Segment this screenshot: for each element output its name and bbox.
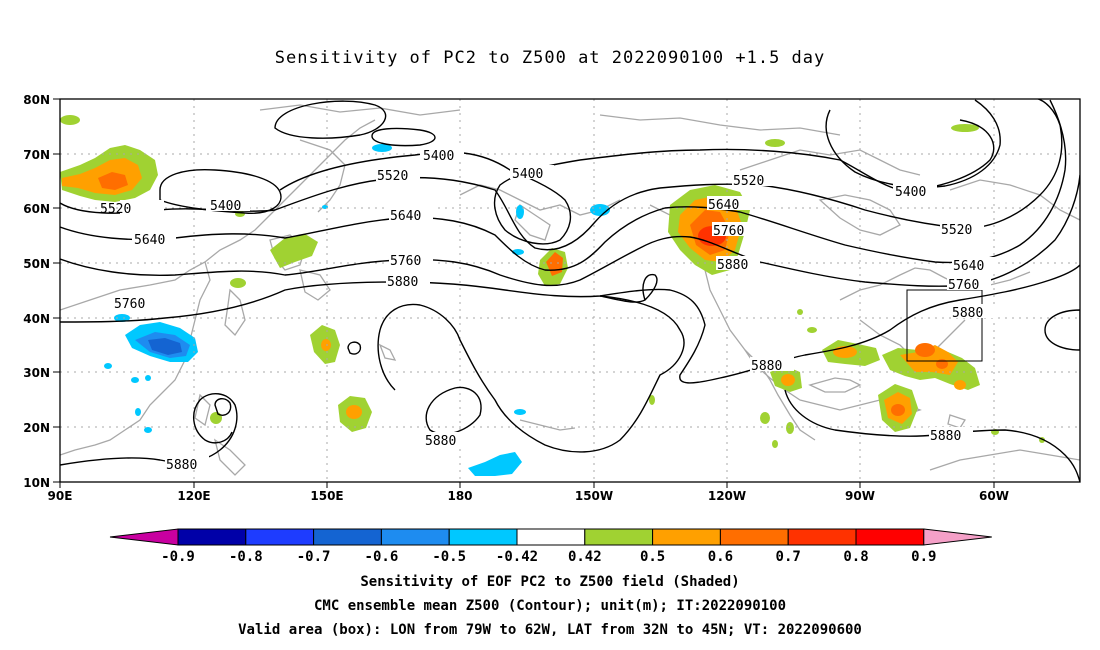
contour-label-5880-e: 5880 (952, 306, 983, 321)
axis-ticks (53, 98, 995, 488)
contour-label-5400-e: 5400 (895, 185, 926, 200)
valid-area-box (906, 289, 983, 362)
lon-label-90e: 90E (48, 489, 73, 503)
colorbar-arrow-right (923, 528, 992, 546)
footer-line-2: CMC ensemble mean Z500 (Contour); unit(m… (313, 598, 786, 614)
footer-line-3: Valid area (box): LON from 79W to 62W, L… (238, 622, 862, 638)
lat-label-40n: 40N (23, 312, 50, 326)
contour-label-5760-e: 5760 (948, 278, 979, 293)
contour-label-5880-carib: 5880 (930, 429, 961, 444)
lon-label-150e: 150E (310, 489, 343, 503)
lon-axis-labels: 90E 120E 150E 180 150W 120W 90W 60W (48, 489, 1009, 503)
contour-5880-main (60, 264, 1080, 384)
map-frame (59, 98, 1081, 483)
contour-5880-sw (60, 393, 238, 466)
colorbar-tick-label: -0.7 (297, 549, 331, 565)
contour-5520 (60, 99, 1063, 251)
contour-label-5760-w: 5760 (114, 297, 145, 312)
contour-label-5880-c: 5880 (387, 275, 418, 290)
colorbar: -0.9 -0.8 -0.7 -0.6 -0.5 -0.42 0.42 0.5 0.6 0.7 0.… (109, 528, 992, 565)
contour-label-5520-c: 5520 (377, 169, 408, 184)
contour-label-5400-nw: 5400 (423, 149, 454, 164)
lon-label-120e: 120E (177, 489, 210, 503)
colorbar-box (516, 528, 586, 546)
colorbar-tick-label: 0.9 (911, 549, 936, 565)
z500-contours (60, 99, 1080, 482)
contour-5880-closed-sw (214, 398, 232, 416)
contour-label-5880-pac: 5880 (425, 434, 456, 449)
contour-5400-east (825, 99, 1001, 189)
lat-axis-labels: 80N 70N 60N 50N 40N 30N 20N 10N (23, 93, 50, 490)
contour-label-5520-rockies: 5520 (733, 174, 764, 189)
lat-label-80n: 80N (23, 93, 50, 107)
lon-label-60w: 60W (979, 489, 1009, 503)
contour-labels: 5400 5400 5400 5400 5520 5520 5520 5520 … (100, 147, 996, 473)
colorbar-arrow-left (109, 528, 179, 546)
contour-label-5640-rockies: 5640 (708, 198, 739, 213)
contour-label-5640-w: 5640 (134, 233, 165, 248)
lat-label-20n: 20N (23, 421, 50, 435)
colorbar-tick-label: -0.5 (432, 549, 466, 565)
colorbar-box (448, 528, 518, 546)
colorbar-tick-label: -0.6 (365, 549, 399, 565)
colorbar-box (245, 528, 315, 546)
colorbar-box (313, 528, 382, 546)
lat-label-10n: 10N (23, 476, 50, 490)
contour-5880-trough (599, 273, 658, 303)
colorbar-tick-label: 0.42 (568, 549, 602, 565)
contour-label-5880-gulf: 5880 (751, 359, 782, 374)
lon-label-90w: 90W (845, 489, 875, 503)
colorbar-box (787, 528, 857, 546)
colorbar-box (584, 528, 654, 546)
contour-label-5640-e: 5640 (953, 259, 984, 274)
colorbar-tick-label: 0.8 (843, 549, 868, 565)
contour-5400-closed-small (371, 127, 436, 147)
colorbar-tick-label: -0.8 (229, 549, 263, 565)
lat-label-50n: 50N (23, 257, 50, 271)
contour-label-5760-rockies: 5760 (713, 224, 744, 239)
colorbar-tick-label: 0.6 (708, 549, 733, 565)
colorbar-box (719, 528, 789, 546)
contour-label-5400-c: 5400 (512, 167, 543, 182)
contour-5880-central (377, 295, 685, 453)
lon-label-180: 180 (447, 489, 472, 503)
contour-label-5760-c: 5760 (390, 254, 421, 269)
colorbar-tick-label: -0.9 (161, 549, 195, 565)
map-title: Sensitivity of PC2 to Z500 at 2022090100… (274, 48, 826, 68)
contour-label-5400-w: 5400 (210, 199, 241, 214)
lat-label-60n: 60N (23, 202, 50, 216)
colorbar-tick-label: 0.5 (640, 549, 665, 565)
contour-label-5520-w: 5520 (100, 202, 131, 217)
footer-line-1: Sensitivity of EOF PC2 to Z500 field (Sh… (360, 574, 740, 590)
lon-label-120w: 120W (708, 489, 746, 503)
contour-label-5640-c: 5640 (390, 209, 421, 224)
contour-label-5880-rockies: 5880 (717, 258, 748, 273)
colorbar-box (380, 528, 450, 546)
contour-5880-closed-east (1044, 309, 1080, 351)
contour-5880-closed-small (347, 341, 362, 355)
colorbar-tick-label: -0.42 (496, 549, 538, 565)
contour-5400-closed-nw (274, 100, 387, 139)
lat-label-70n: 70N (23, 148, 50, 162)
contour-label-5520-e: 5520 (941, 223, 972, 238)
colorbar-box (652, 528, 721, 546)
colorbar-tick-label: 0.7 (776, 549, 801, 565)
colorbar-box (177, 528, 247, 546)
contour-label-5880-sw: 5880 (166, 458, 197, 473)
contour-5640 (60, 99, 1067, 271)
colorbar-box (855, 528, 925, 546)
lon-label-150w: 150W (575, 489, 613, 503)
lat-label-30n: 30N (23, 366, 50, 380)
